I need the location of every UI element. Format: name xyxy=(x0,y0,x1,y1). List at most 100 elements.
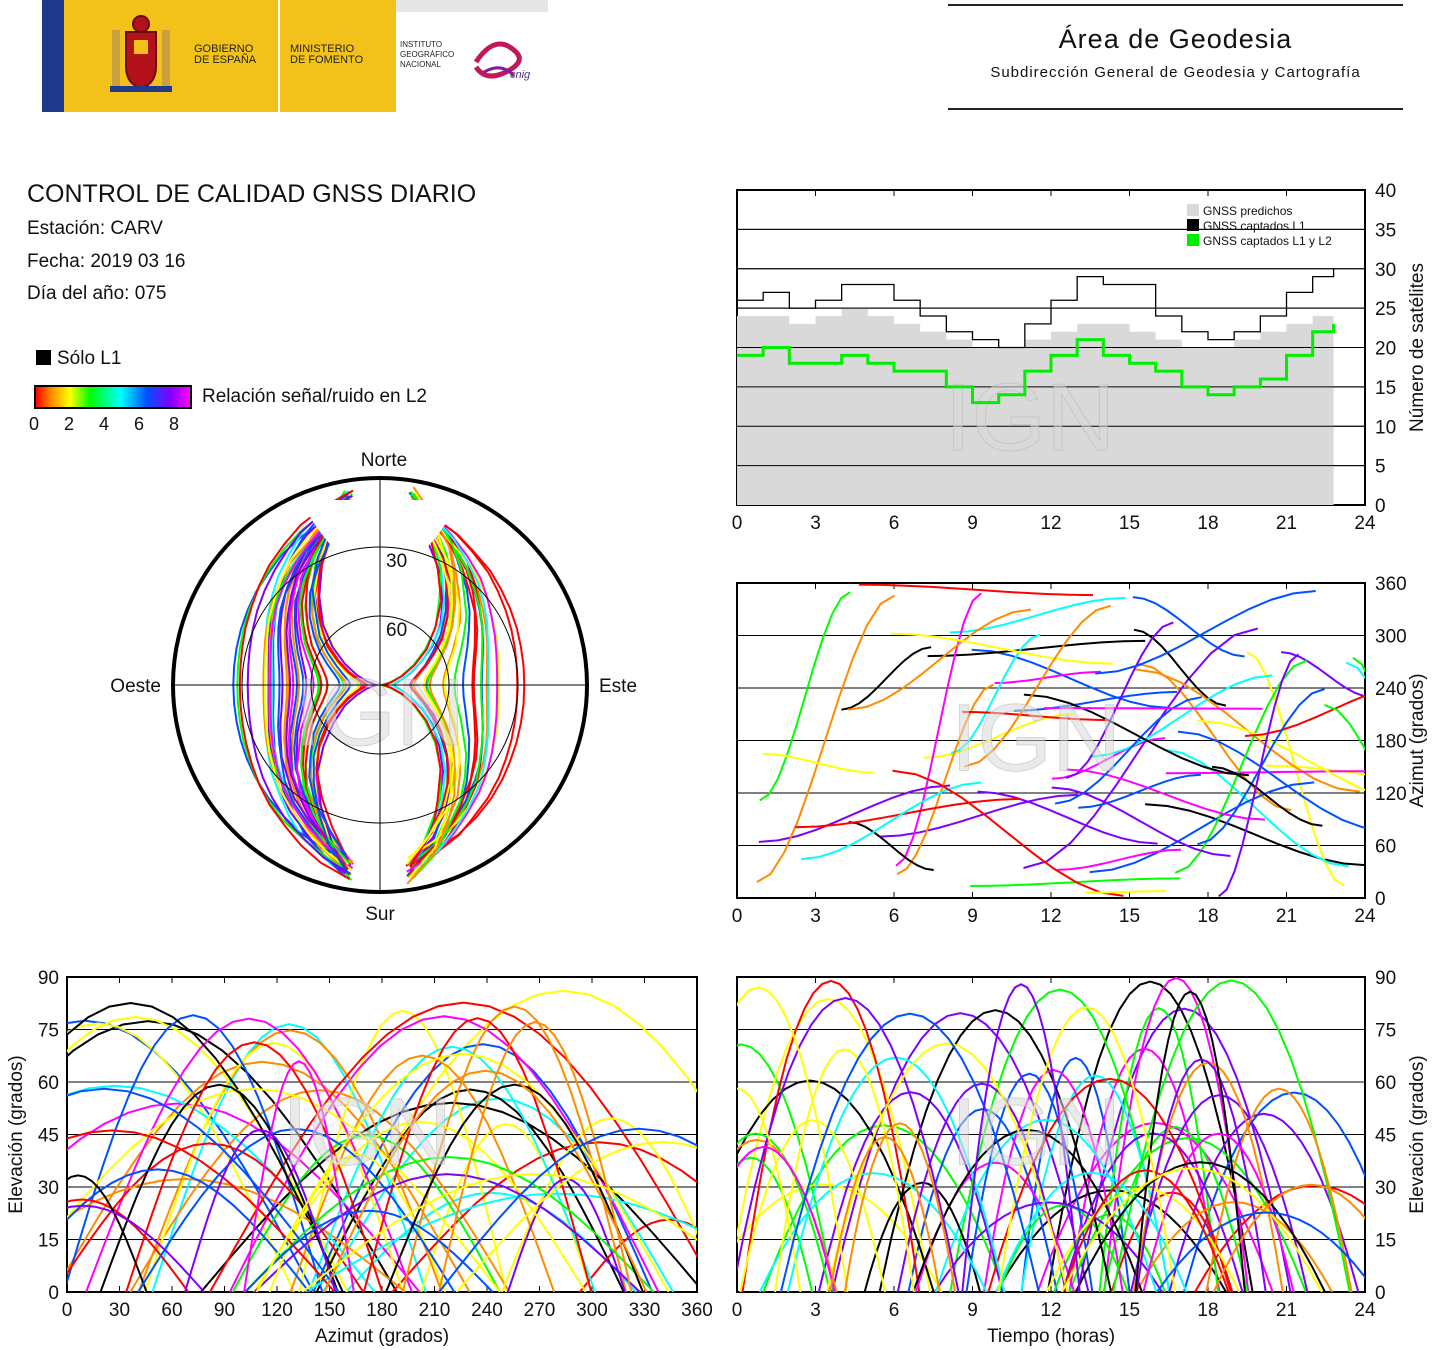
satellite-track xyxy=(891,632,1114,665)
satellite-track xyxy=(1177,730,1365,829)
satellite-track xyxy=(892,769,1124,897)
instituto-line-3: NACIONAL xyxy=(400,60,441,69)
satellite-track xyxy=(301,1173,697,1292)
x-axis-label: Tiempo (horas) xyxy=(987,1326,1115,1347)
x-tick-label: 24 xyxy=(1354,906,1376,927)
gobierno-logo: GOBIERNO DE ESPAÑA xyxy=(64,0,316,112)
x-axis-label: Azimut (grados) xyxy=(315,1326,449,1347)
y-tick-label: 20 xyxy=(1375,339,1396,360)
satellite-track xyxy=(759,591,851,802)
satellite-track xyxy=(1060,1167,1323,1292)
ministerio-logo: MINISTERIO DE FOMENTO xyxy=(278,0,398,112)
y-tick-label: 45 xyxy=(38,1126,59,1147)
satellite-track xyxy=(961,983,1081,1292)
snr-tick: 8 xyxy=(169,414,180,434)
satellite-track xyxy=(1013,690,1178,712)
y-tick-label: 0 xyxy=(1375,496,1386,517)
satellite-track xyxy=(1098,1006,1219,1292)
satellite-track xyxy=(1045,1187,1241,1292)
x-tick-label: 9 xyxy=(967,1300,978,1321)
x-tick-label: 24 xyxy=(1354,1300,1376,1321)
satellite-track xyxy=(1133,628,1227,707)
x-tick-label: 300 xyxy=(576,1300,608,1321)
x-tick-label: 12 xyxy=(1040,906,1061,927)
satellite-track xyxy=(795,797,1021,829)
satellite-track xyxy=(1078,773,1201,809)
ring-label-60: 60 xyxy=(386,620,407,641)
satellite-track xyxy=(1095,590,1316,675)
y-tick-label: 15 xyxy=(38,1231,59,1252)
satellite-track xyxy=(843,1122,957,1292)
x-tick-label: 0 xyxy=(62,1300,73,1321)
satellite-track xyxy=(1046,980,1254,1292)
x-tick-label: 15 xyxy=(1119,906,1140,927)
y-tick-label: 120 xyxy=(1375,784,1407,805)
y-tick-label: 10 xyxy=(1375,417,1396,438)
ign-logo: INSTITUTO GEOGRÁFICO NACIONAL cnig xyxy=(396,12,548,112)
satellite-track xyxy=(67,1168,310,1292)
satellite-track xyxy=(994,670,1102,684)
satellite-track xyxy=(997,1006,1177,1292)
x-tick-label: 0 xyxy=(732,906,743,927)
satellite-track xyxy=(244,1209,494,1292)
satellite-track xyxy=(1020,1074,1171,1292)
snr-tick: 0 xyxy=(29,414,40,434)
satellite-track xyxy=(200,1101,697,1292)
y-tick-label: 0 xyxy=(1375,889,1386,910)
x-tick-label: 3 xyxy=(810,906,821,927)
y-tick-label: 90 xyxy=(1375,968,1396,989)
x-tick-label: 0 xyxy=(732,1300,743,1321)
x-tick-label: 270 xyxy=(524,1300,556,1321)
satellite-track xyxy=(739,1119,886,1292)
snr-tick: 6 xyxy=(134,414,145,434)
legend-entry: GNSS captados L1 y L2 xyxy=(1203,234,1332,248)
y-tick-label: 240 xyxy=(1375,679,1407,700)
satellite-track xyxy=(1135,1058,1267,1292)
y-tick-label: 180 xyxy=(1375,732,1407,753)
satellite-track xyxy=(779,1012,1040,1292)
satellite-track xyxy=(391,1141,697,1292)
legend-entry: GNSS predichos xyxy=(1203,204,1292,218)
y-tick-label: 0 xyxy=(1375,1283,1386,1304)
cnig-swirl-icon: cnig xyxy=(473,41,531,81)
x-tick-label: 210 xyxy=(419,1300,451,1321)
satellite-track xyxy=(1061,1169,1230,1292)
snr-colorbar xyxy=(34,385,192,409)
y-tick-label: 35 xyxy=(1375,220,1396,241)
area-header: Área de Geodesia Subdirección General de… xyxy=(948,0,1403,112)
snr-tick: 4 xyxy=(99,414,110,434)
satellite-track xyxy=(125,1041,384,1292)
legend-swatch xyxy=(1187,234,1199,246)
satellite-track xyxy=(933,1201,1164,1292)
satellite-track xyxy=(1102,1125,1249,1292)
satellite-track xyxy=(841,646,932,711)
satellite-track xyxy=(1218,653,1300,898)
y-tick-label: 45 xyxy=(1375,1126,1396,1147)
satellite-track xyxy=(896,683,994,875)
y-tick-label: 30 xyxy=(1375,260,1396,281)
satellite-track xyxy=(962,710,1108,722)
instituto-line-2: GEOGRÁFICO xyxy=(400,50,455,59)
satellite-track xyxy=(927,639,1146,658)
satellite-track xyxy=(756,594,895,883)
y-tick-label: 75 xyxy=(1375,1021,1396,1042)
satellite-track xyxy=(1324,703,1365,752)
satellite-track xyxy=(362,1017,593,1292)
satellite-track xyxy=(737,1156,814,1292)
satellite-track xyxy=(244,1156,655,1292)
x-tick-label: 15 xyxy=(1119,513,1140,534)
satellite-track xyxy=(305,1192,697,1292)
y-tick-label: 5 xyxy=(1375,457,1386,478)
satellite-track xyxy=(129,1089,511,1292)
satellite-track xyxy=(1089,781,1315,874)
direction-east: Este xyxy=(599,676,637,697)
instituto-line-1: INSTITUTO xyxy=(400,40,443,49)
x-tick-label: 6 xyxy=(889,513,900,534)
area-top-rule xyxy=(948,4,1403,6)
satellite-track xyxy=(1085,890,1167,894)
snr-colorbar-label: Relación señal/ruido en L2 xyxy=(202,386,427,407)
satellite-track xyxy=(67,1001,344,1292)
sky-border xyxy=(171,476,589,894)
x-tick-label: 21 xyxy=(1276,1300,1297,1321)
